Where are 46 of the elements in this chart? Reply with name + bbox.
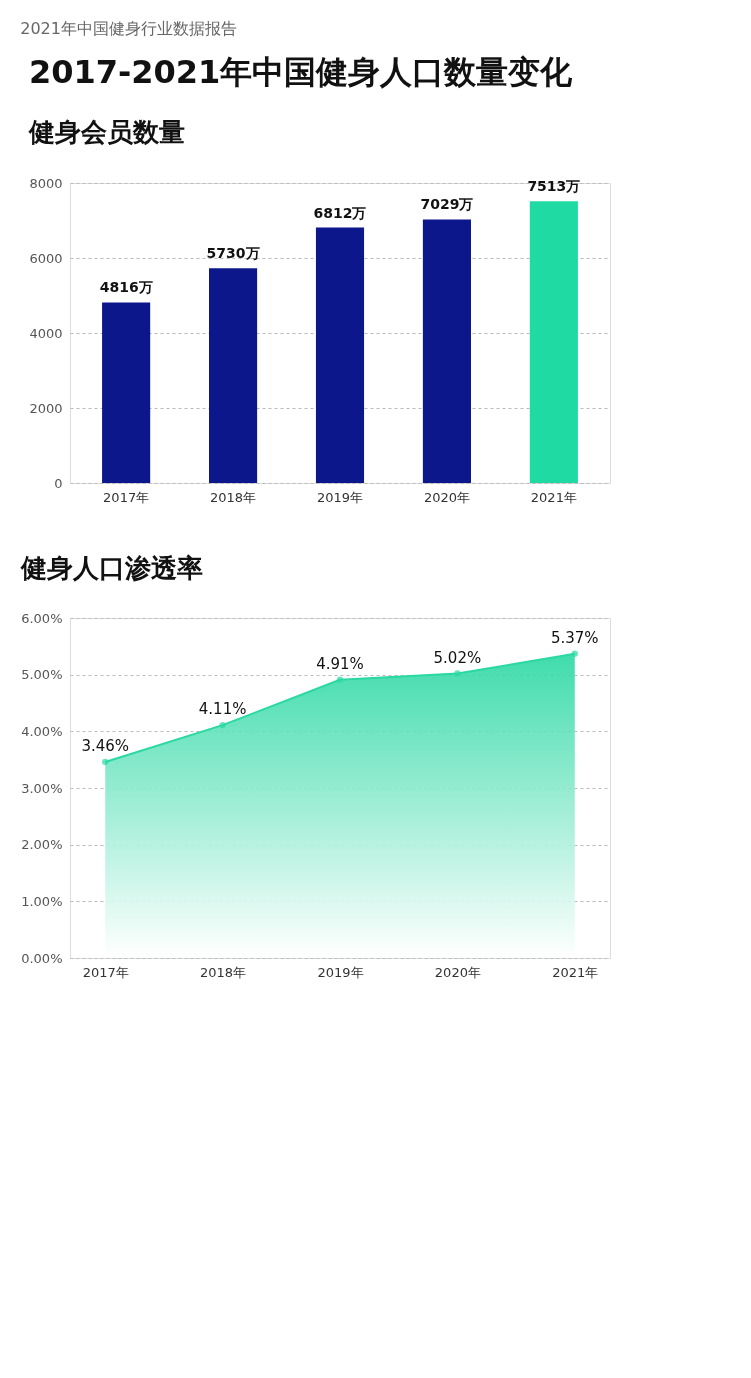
text: 5.37%: [550, 628, 599, 647]
data-label: 4816万: [99, 279, 153, 296]
y-tick-label: 2.00%: [21, 837, 63, 853]
y-tick-label: 0.00%: [21, 950, 63, 966]
text: 4.91%: [316, 654, 364, 673]
point: [454, 670, 461, 677]
point: [219, 721, 226, 729]
x-tick-label: 2018年: [210, 489, 257, 505]
text: 2021年中国健身行业数据报告: [20, 18, 237, 38]
y-tick-label: 1.00%: [21, 893, 63, 909]
x-tick-label: 2020年: [423, 489, 470, 505]
bar: [529, 201, 578, 483]
x-tick-label: 2021年: [552, 964, 599, 980]
data-label: 5730万: [206, 245, 260, 262]
data-label: 7513万: [527, 178, 581, 195]
x-tick-label: 2018年: [200, 964, 247, 980]
bar: [315, 227, 365, 483]
chart-title: 2017-2021年中国健身人口数量变化: [28, 53, 574, 91]
x-tick-label: 2019年: [316, 489, 364, 505]
x-tick-label: 2020年: [434, 964, 481, 980]
point: [336, 676, 344, 683]
bar: [209, 268, 258, 483]
text: 3.46%: [81, 736, 130, 755]
bar: [102, 302, 151, 483]
x-tick-label: 2019年: [317, 964, 364, 980]
y-tick-label: 3.00%: [21, 780, 63, 796]
point: [571, 650, 578, 657]
chart-title: 健身人口渗透率: [19, 553, 203, 583]
x-tick-label: 2017年: [82, 964, 129, 980]
y-tick-label: 4000: [29, 325, 63, 341]
y-tick-label: 4.00%: [21, 723, 63, 739]
y-tick-label: 2000: [29, 400, 63, 416]
data-label: 6812万: [313, 204, 367, 221]
y-tick-label: 6000: [29, 250, 63, 266]
data-label: 7029万: [420, 196, 474, 213]
bar: [422, 219, 471, 483]
y-tick-label: 0: [54, 475, 63, 491]
y-tick-label: 5.00%: [21, 667, 63, 683]
text: 4.11%: [198, 700, 247, 719]
text: 5.02%: [433, 648, 482, 667]
x-tick-label: 2021年: [530, 489, 577, 505]
y-tick-label: 8000: [29, 175, 63, 191]
chart-subtitle: 健身会员数量: [27, 117, 185, 147]
point: [102, 758, 109, 766]
y-tick-label: 6.00%: [21, 610, 63, 626]
x-tick-label: 2017年: [103, 489, 150, 505]
